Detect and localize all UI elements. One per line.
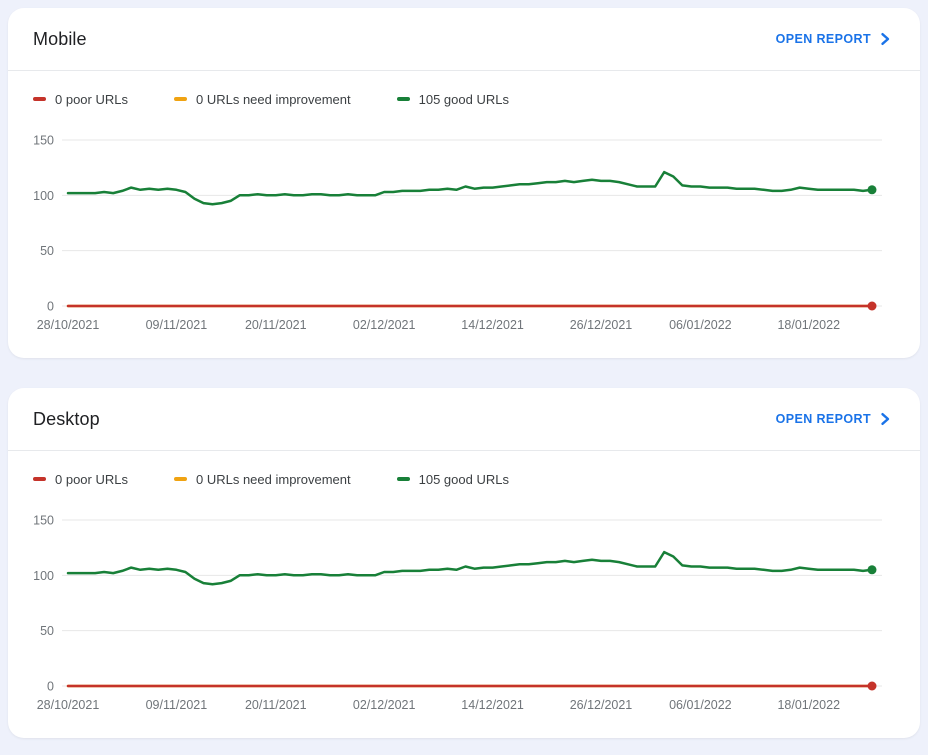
svg-text:26/12/2021: 26/12/2021 — [570, 318, 633, 332]
svg-text:14/12/2021: 14/12/2021 — [461, 698, 524, 712]
svg-text:50: 50 — [40, 624, 54, 638]
svg-text:18/01/2022: 18/01/2022 — [777, 698, 840, 712]
desktop-card: Desktop OPEN REPORT 0 poor URLs 0 URLs n… — [8, 388, 920, 738]
svg-text:20/11/2021: 20/11/2021 — [245, 698, 307, 712]
legend-label-good: 105 good URLs — [418, 91, 509, 107]
svg-text:150: 150 — [33, 134, 54, 148]
needs-improvement-dash-icon — [173, 477, 187, 481]
legend-item-poor: 0 poor URLs — [33, 472, 128, 487]
legend-label-needs-improvement: 0 URLs need improvement — [195, 471, 351, 487]
svg-text:28/10/2021: 28/10/2021 — [37, 318, 100, 332]
svg-text:06/01/2022: 06/01/2022 — [669, 698, 732, 712]
legend-label-poor: 0 poor URLs — [55, 91, 128, 107]
svg-text:20/11/2021: 20/11/2021 — [245, 318, 307, 332]
legend-mobile: 0 poor URLs 0 URLs need improvement 105 … — [8, 91, 920, 107]
svg-text:02/12/2021: 02/12/2021 — [353, 698, 416, 712]
good-urls-dash-icon — [396, 97, 410, 101]
svg-text:26/12/2021: 26/12/2021 — [570, 698, 633, 712]
svg-text:09/11/2021: 09/11/2021 — [146, 698, 208, 712]
svg-text:14/12/2021: 14/12/2021 — [461, 318, 524, 332]
chevron-right-icon — [877, 31, 893, 47]
legend-item-needs-improvement: 0 URLs need improvement — [173, 471, 351, 487]
legend-item-good: 105 good URLs — [396, 471, 509, 487]
legend-label-needs-improvement: 0 URLs need improvement — [195, 91, 351, 107]
svg-text:06/01/2022: 06/01/2022 — [669, 318, 732, 332]
desktop-card-header: Desktop OPEN REPORT — [8, 388, 920, 451]
poor-urls-dash-icon — [33, 97, 46, 101]
needs-improvement-dash-icon — [173, 97, 187, 101]
open-report-link-mobile[interactable]: OPEN REPORT — [776, 31, 893, 47]
card-title-desktop: Desktop — [33, 408, 100, 429]
open-report-link-desktop[interactable]: OPEN REPORT — [776, 411, 893, 427]
svg-text:0: 0 — [47, 300, 54, 314]
poor-urls-dash-icon — [33, 477, 46, 481]
good-urls-dash-icon — [396, 477, 410, 481]
svg-text:28/10/2021: 28/10/2021 — [37, 698, 100, 712]
svg-text:09/11/2021: 09/11/2021 — [146, 318, 208, 332]
legend-label-good: 105 good URLs — [418, 471, 509, 487]
svg-text:50: 50 — [40, 244, 54, 258]
svg-text:18/01/2022: 18/01/2022 — [777, 318, 840, 332]
svg-text:02/12/2021: 02/12/2021 — [353, 318, 416, 332]
chevron-right-icon — [877, 411, 893, 427]
svg-text:100: 100 — [33, 569, 54, 583]
legend-desktop: 0 poor URLs 0 URLs need improvement 105 … — [8, 471, 920, 487]
mobile-card-header: Mobile OPEN REPORT — [8, 8, 920, 71]
card-title-mobile: Mobile — [33, 28, 87, 49]
legend-item-poor: 0 poor URLs — [33, 92, 128, 107]
svg-text:150: 150 — [33, 514, 54, 528]
svg-text:100: 100 — [33, 189, 54, 203]
mobile-card: Mobile OPEN REPORT 0 poor URLs 0 URLs ne… — [8, 8, 920, 358]
open-report-label: OPEN REPORT — [775, 412, 871, 426]
svg-text:0: 0 — [47, 680, 54, 694]
core-web-vitals-chart-mobile[interactable]: 0 50 100 150 28/10/2021 09/11/2021 20/11/2021 0… — [8, 117, 920, 342]
core-web-vitals-chart-desktop[interactable]: 0 50 100 150 28/10/2021 09/11/2021 20/11/2021 0… — [8, 497, 920, 722]
legend-item-good: 105 good URLs — [396, 91, 509, 107]
legend-item-needs-improvement: 0 URLs need improvement — [173, 91, 351, 107]
open-report-label: OPEN REPORT — [775, 32, 871, 46]
legend-label-poor: 0 poor URLs — [55, 471, 128, 487]
